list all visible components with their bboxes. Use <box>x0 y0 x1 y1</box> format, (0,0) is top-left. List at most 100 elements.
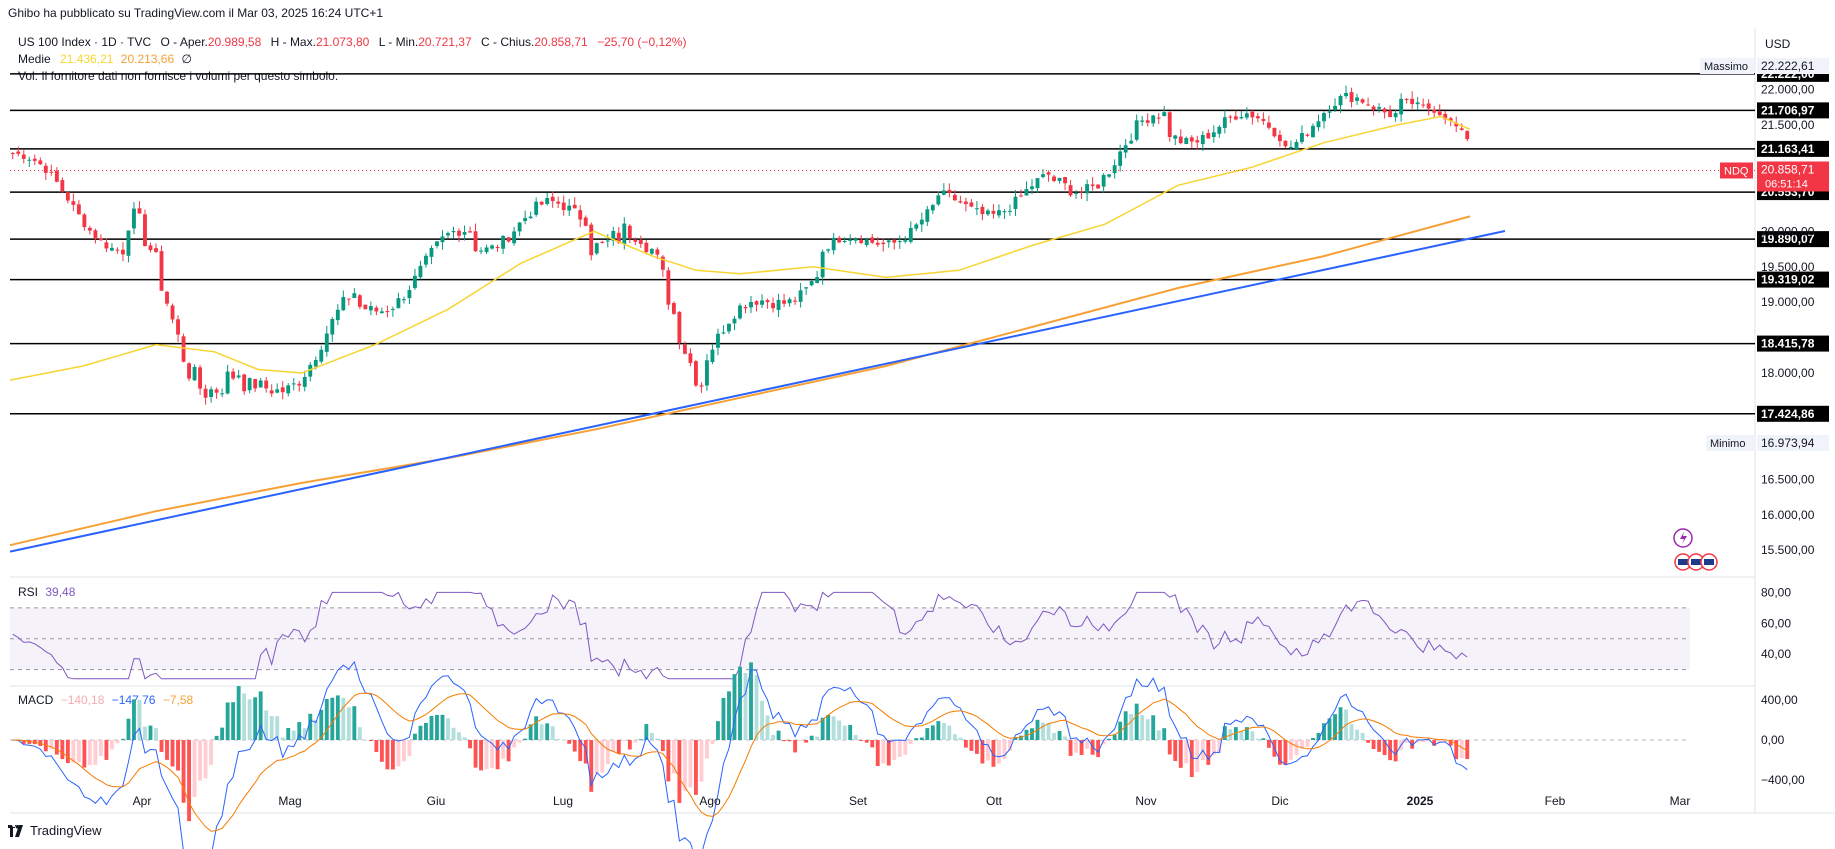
macd-histogram-bar <box>21 740 26 744</box>
macd-histogram-bar <box>38 740 43 746</box>
macd-histogram-bar <box>798 740 803 741</box>
macd-histogram-bar <box>738 666 742 740</box>
candle-body <box>1404 98 1409 100</box>
publish-header: Ghibo ha pubblicato su TradingView.com i… <box>8 6 383 20</box>
macd-histogram-bar <box>65 740 70 764</box>
level-label-bg <box>1757 335 1829 352</box>
candle-body <box>644 242 649 253</box>
candle-body <box>407 290 412 299</box>
macd-histogram-bar <box>677 740 682 803</box>
candle-body <box>1465 131 1470 140</box>
candle-body <box>49 171 54 173</box>
candle-body <box>280 387 285 393</box>
macd-histogram-bar <box>589 740 594 792</box>
time-tick: 2025 <box>1407 794 1434 808</box>
tradingview-logo[interactable]: TradingView <box>8 823 102 838</box>
candle-body <box>253 378 258 389</box>
macd-histogram-bar <box>368 740 373 741</box>
macd-histogram-bar <box>484 740 489 770</box>
macd-histogram-bar <box>1432 740 1437 746</box>
candle-body <box>308 364 313 377</box>
level-label-text: 18.415,78 <box>1761 337 1815 351</box>
candle-body <box>363 304 368 310</box>
candle-body <box>919 219 924 225</box>
level-label-text: 21.706,97 <box>1761 103 1815 117</box>
macd-histogram-bar <box>1360 732 1365 740</box>
candle-body <box>870 237 875 243</box>
macd-histogram-bar <box>1052 732 1056 740</box>
macd-histogram-bar <box>892 740 897 760</box>
candle-body <box>1338 95 1343 106</box>
candle-body <box>1244 113 1249 118</box>
macd-histogram-bar <box>1063 736 1067 740</box>
macd-histogram-bar <box>605 740 610 765</box>
candle-body <box>688 353 693 363</box>
macd-histogram-bar <box>82 740 87 768</box>
currency-label: USD <box>1765 37 1791 51</box>
candle-body <box>479 250 483 252</box>
macd-histogram-bar <box>567 740 572 744</box>
ticker-text: NDQ <box>1724 165 1749 177</box>
macd-histogram-bar <box>490 740 495 769</box>
level-label-bg <box>1757 271 1829 288</box>
candle-body <box>837 237 842 243</box>
candle-body <box>1443 113 1448 120</box>
level-label-text: 21.163,41 <box>1761 142 1815 156</box>
time-tick: Apr <box>133 794 152 808</box>
macd-histogram-bar <box>644 724 649 740</box>
macd-histogram-bar <box>820 717 825 740</box>
macd-histogram-bar <box>793 740 798 753</box>
macd-histogram-bar <box>1233 727 1238 740</box>
price-tick: 15.500,00 <box>1761 543 1815 557</box>
candle-body <box>727 323 731 332</box>
candle-body <box>963 201 968 205</box>
macd-histogram-bar <box>710 740 715 745</box>
macd-histogram-bar <box>440 714 445 740</box>
candle-body <box>974 208 979 210</box>
macd-histogram-bar <box>253 697 258 740</box>
macd-histogram-bar <box>242 693 247 740</box>
macd-histogram-bar <box>550 726 555 740</box>
macd-histogram-bar <box>936 721 941 740</box>
macd-histogram-bar <box>473 740 478 768</box>
macd-legend[interactable]: MACD −140,18 −147,76 −7,58 <box>18 693 193 707</box>
candle-body <box>892 239 897 243</box>
macd-histogram-bar <box>633 740 638 743</box>
macd-histogram-bar <box>10 740 15 741</box>
candle-body <box>952 194 957 201</box>
macd-histogram-bar <box>170 740 175 767</box>
moving-averages-line[interactable]: Medie 21.436,21 20.213,66 ∅ <box>18 52 192 66</box>
candle-body <box>523 218 528 222</box>
macd-histogram-bar <box>109 740 114 750</box>
candle-body <box>1052 176 1056 182</box>
candle-body <box>605 240 610 242</box>
macd-histogram-bar <box>209 740 214 766</box>
macd-histogram-bar <box>1151 715 1156 740</box>
candle-body <box>313 359 318 367</box>
macd-histogram-bar <box>914 738 919 740</box>
candle-body <box>1129 140 1134 144</box>
candle-body <box>165 291 169 304</box>
candle-body <box>1112 165 1117 174</box>
candle-body <box>1167 112 1172 138</box>
candle-body <box>710 349 715 362</box>
candle-body <box>589 224 594 256</box>
macd-histogram-bar <box>71 740 76 763</box>
macd-histogram-bar <box>264 710 269 740</box>
level-label: 19.319,02 <box>1757 271 1829 288</box>
macd-histogram-bar <box>319 709 324 740</box>
candle-body <box>1437 111 1442 116</box>
macd-histogram-bar <box>1261 738 1266 740</box>
rsi-tick: 40,00 <box>1761 647 1791 661</box>
candle-body <box>220 393 225 395</box>
macd-histogram-bar <box>506 740 511 762</box>
macd-histogram-bar <box>269 716 274 740</box>
candle-body <box>1421 104 1426 106</box>
candle-body <box>1195 140 1200 143</box>
level-label-text: 19.890,07 <box>1761 232 1815 246</box>
macd-histogram-bar <box>143 726 147 740</box>
macd-histogram-bar <box>1228 729 1233 740</box>
rsi-legend[interactable]: RSI 39,48 <box>18 585 75 599</box>
last-price-badge <box>1757 161 1829 192</box>
